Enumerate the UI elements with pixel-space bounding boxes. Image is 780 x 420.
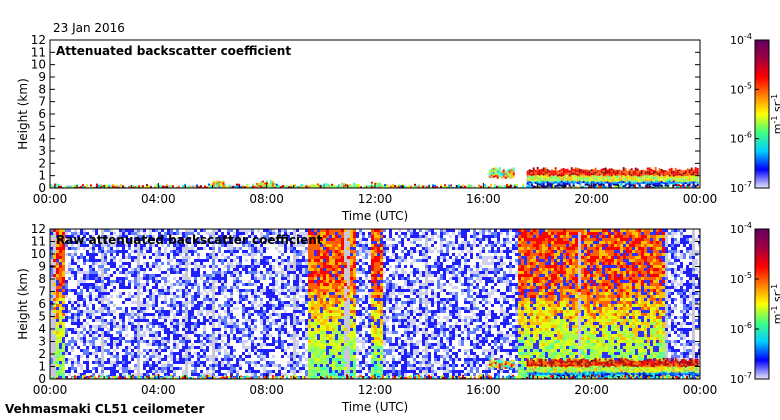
y-tick-label: 12 bbox=[31, 33, 46, 47]
colorbar bbox=[754, 228, 770, 380]
x-tick-label: 00:00 bbox=[683, 192, 718, 206]
y-tick-label: 4 bbox=[38, 132, 46, 146]
x-tick-label: 16:00 bbox=[466, 192, 501, 206]
date-label: 23 Jan 2016 bbox=[53, 21, 125, 35]
y-tick-label: 10 bbox=[31, 247, 46, 261]
colorbar-tick-label: 10-6 bbox=[730, 131, 752, 146]
y-tick-label: 6 bbox=[38, 297, 46, 311]
x-tick-label: 00:00 bbox=[683, 383, 718, 397]
colorbar-label: m-1 sr-1 bbox=[770, 284, 780, 324]
y-tick-label: 11 bbox=[31, 235, 46, 249]
x-tick-label: 04:00 bbox=[141, 383, 176, 397]
heatmap-cells bbox=[50, 229, 700, 379]
colorbar-tick-label: 10-4 bbox=[730, 32, 752, 47]
x-tick-label: 16:00 bbox=[466, 383, 501, 397]
x-tick-label: 12:00 bbox=[358, 192, 393, 206]
y-tick-label: 2 bbox=[38, 156, 46, 170]
x-tick-label: 12:00 bbox=[358, 383, 393, 397]
y-axis-label: Height (km) bbox=[16, 268, 30, 339]
y-tick-label: 0 bbox=[38, 372, 46, 386]
x-tick-label: 08:00 bbox=[249, 383, 284, 397]
y-tick-label: 1 bbox=[38, 169, 46, 183]
x-tick-label: 20:00 bbox=[574, 192, 609, 206]
y-tick-label: 8 bbox=[38, 272, 46, 286]
instrument-label: Vehmasmaki CL51 ceilometer bbox=[5, 402, 205, 416]
y-tick-label: 8 bbox=[38, 82, 46, 96]
plot-area bbox=[50, 40, 700, 188]
y-tick-label: 2 bbox=[38, 347, 46, 361]
colorbar-tick-label: 10-5 bbox=[730, 271, 752, 286]
x-tick-label: 00:00 bbox=[33, 192, 68, 206]
colorbar-tick-label: 10-7 bbox=[730, 180, 752, 195]
y-tick-label: 1 bbox=[38, 360, 46, 374]
y-tick-label: 5 bbox=[38, 119, 46, 133]
y-tick-label: 7 bbox=[38, 285, 46, 299]
y-tick-label: 5 bbox=[38, 310, 46, 324]
y-tick-label: 9 bbox=[38, 260, 46, 274]
colorbar-tick-label: 10-6 bbox=[730, 321, 752, 336]
colorbar-tick-label: 10-7 bbox=[730, 371, 752, 386]
x-tick-label: 08:00 bbox=[249, 192, 284, 206]
y-tick-label: 0 bbox=[38, 181, 46, 195]
x-axis-label: Time (UTC) bbox=[341, 209, 408, 223]
colorbar-label: m-1 sr-1 bbox=[770, 94, 780, 134]
y-tick-label: 3 bbox=[38, 335, 46, 349]
chart-title: Attenuated backscatter coefficient bbox=[56, 44, 291, 58]
y-tick-label: 9 bbox=[38, 70, 46, 84]
x-tick-label: 00:00 bbox=[33, 383, 68, 397]
y-tick-label: 3 bbox=[38, 144, 46, 158]
y-tick-label: 11 bbox=[31, 45, 46, 59]
y-tick-label: 7 bbox=[38, 95, 46, 109]
x-tick-label: 20:00 bbox=[574, 383, 609, 397]
x-tick-label: 04:00 bbox=[141, 192, 176, 206]
y-axis-label: Height (km) bbox=[16, 78, 30, 149]
y-tick-label: 6 bbox=[38, 107, 46, 121]
colorbar-tick-label: 10-4 bbox=[730, 221, 752, 236]
x-axis-label: Time (UTC) bbox=[341, 400, 408, 414]
colorbar bbox=[754, 39, 770, 189]
y-tick-label: 4 bbox=[38, 322, 46, 336]
y-tick-label: 10 bbox=[31, 58, 46, 72]
chart-title: Raw attenuated backscatter coefficient bbox=[56, 233, 323, 247]
y-tick-label: 12 bbox=[31, 222, 46, 236]
colorbar-tick-label: 10-5 bbox=[730, 81, 752, 96]
